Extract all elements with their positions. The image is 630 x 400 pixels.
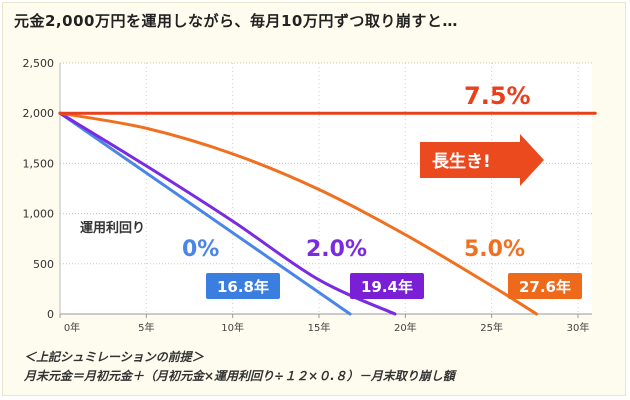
longevity-arrow [420, 134, 544, 186]
assumption-formula: 月末元金＝月初元金＋（月初元金×運用利回り÷１２×０.８）－月末取り崩し額 [24, 369, 455, 383]
x-tick-label: 0年 [64, 321, 80, 334]
y-tick-label: 500 [33, 258, 54, 271]
assumption-heading: ＜上記シュミレーションの前提＞ [24, 350, 204, 364]
y-tick-label: 0 [47, 308, 54, 321]
end-label-box-0 [206, 273, 280, 299]
y-tick-label: 1,500 [23, 157, 55, 170]
series-name-3: 7.5% [464, 82, 531, 110]
series-line-1 [58, 111, 397, 316]
plot-area [60, 63, 592, 314]
labels-layer: 運用利回り 0% 2.0% 5.0% 7.5% 16.8年 19.4年 27.6年 長生き! [80, 82, 582, 299]
end-label-text-1: 19.4年 [361, 278, 413, 296]
chart-title: 元金2,000万円を運用しながら、毎月10万円ずつ取り崩すと… [14, 12, 458, 30]
end-label-box-1 [350, 273, 424, 299]
series-name-2: 5.0% [464, 237, 525, 262]
x-tick-label: 30年 [567, 321, 590, 334]
x-tick-label: 15年 [308, 321, 331, 334]
series-line-2 [58, 111, 539, 316]
series-line-0 [58, 111, 352, 316]
end-label-text-2: 27.6年 [519, 278, 571, 296]
y-tick-label: 1,000 [23, 208, 55, 221]
series-name-1: 2.0% [306, 237, 367, 262]
series-layer [58, 111, 597, 316]
longevity-label: 長生き! [432, 151, 491, 172]
end-label-text-0: 16.8年 [217, 278, 269, 296]
x-tick-label: 25年 [480, 321, 503, 334]
y-tick-label: 2,500 [23, 57, 55, 70]
x-tick-label: 10年 [221, 321, 244, 334]
axes-layer: 0 500 1,000 1,500 2,000 2,500 0年 5年 10年 15年 20年 25年… [23, 57, 592, 334]
x-tick-label: 20年 [394, 321, 417, 334]
y-tick-label: 2,000 [23, 107, 55, 120]
end-label-box-2 [508, 273, 582, 299]
x-tick-label: 5年 [138, 321, 154, 334]
grid-layer [60, 62, 592, 315]
series-name-0: 0% [182, 237, 219, 262]
legend-title: 運用利回り [80, 220, 145, 236]
